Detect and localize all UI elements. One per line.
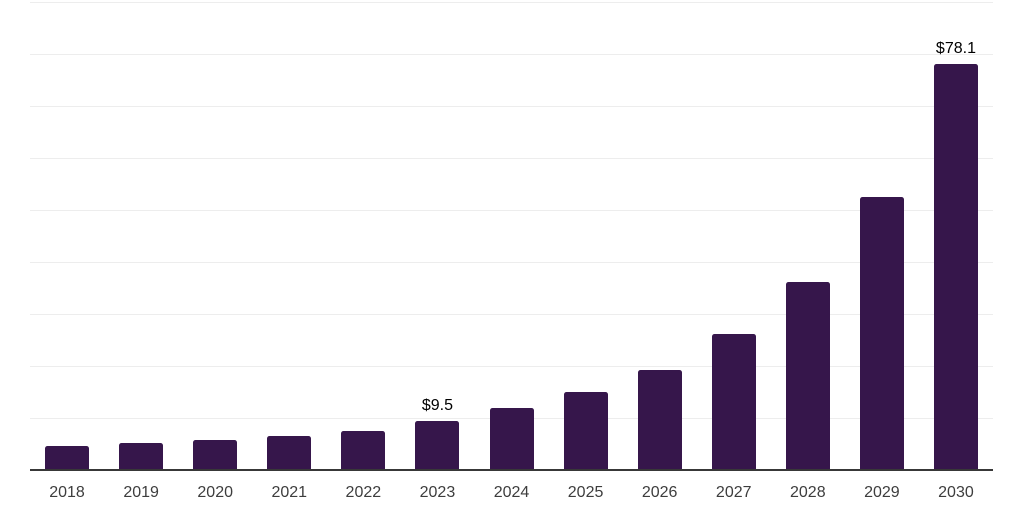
x-tick-label-2018: 2018 [49,484,85,501]
gridline [30,314,993,315]
bar-value-label-2030: $78.1 [935,39,976,57]
bar-2028 [785,281,830,470]
x-tick-label-2029: 2029 [864,484,900,501]
gridline [30,106,993,107]
x-tick-label-2023: 2023 [419,484,456,501]
bar-2021 [267,436,312,470]
gridline [30,158,993,159]
bar-2030 [933,63,978,470]
bar-2023 [415,420,460,470]
x-tick-label-2021: 2021 [271,484,308,501]
bar-2026 [637,370,682,470]
gridline [30,2,993,3]
x-tick-label-2020: 2020 [197,484,233,501]
bar-2025 [563,392,608,470]
bar-2018 [45,446,90,470]
x-tick-label-2028: 2028 [790,484,826,501]
bar-2027 [711,333,756,470]
gridline [30,54,993,55]
x-tick-label-2019: 2019 [123,484,159,501]
bar-2019 [119,443,164,470]
bar-value-label-2023: $9.5 [421,396,453,414]
bar-2024 [489,408,534,470]
x-tick-label-2030: 2030 [938,484,974,501]
x-tick-label-2024: 2024 [493,484,530,501]
bar-2022 [341,431,386,470]
gridline [30,366,993,367]
gridline [30,262,993,263]
bar-2029 [859,197,904,470]
x-axis-line [30,469,993,471]
bar-2020 [193,440,238,470]
gridline [30,210,993,211]
x-tick-label-2025: 2025 [567,484,604,501]
x-tick-label-2022: 2022 [345,484,382,501]
x-tick-label-2027: 2027 [715,484,752,501]
plot-area: $9.5 $78.1 [30,2,993,470]
x-tick-label-2026: 2026 [641,484,678,501]
